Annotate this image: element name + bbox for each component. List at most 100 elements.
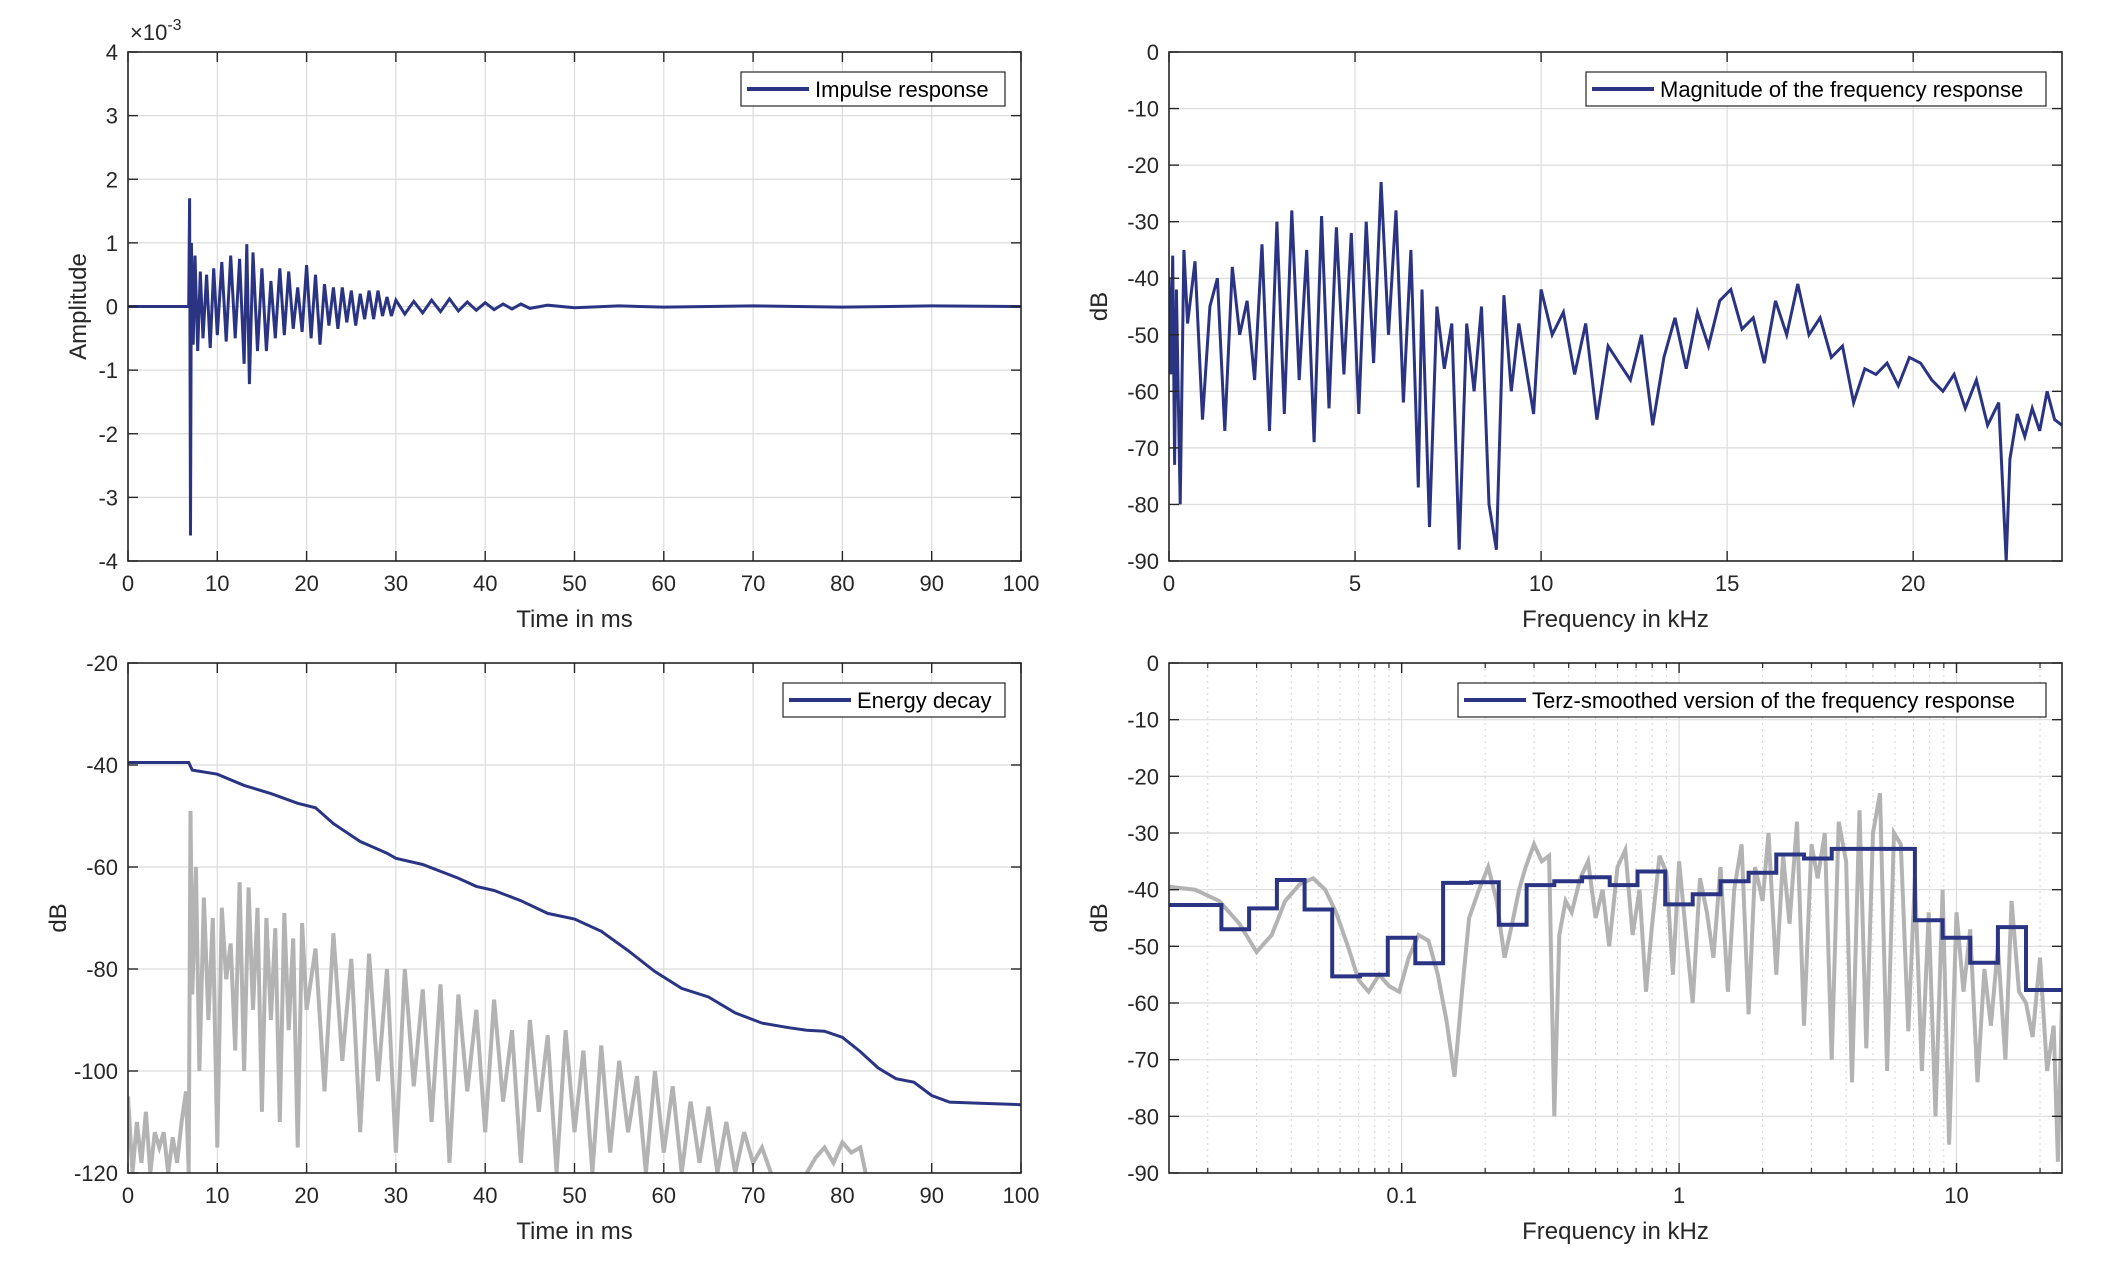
x-tick-label: 15 (1715, 571, 1739, 596)
plot-area (1169, 792, 2062, 1162)
x-tick-label: 50 (562, 1183, 586, 1208)
x-tick-label: 20 (294, 571, 318, 596)
x-tick-label: 10 (205, 571, 229, 596)
y-tick-label: -80 (1127, 1104, 1159, 1129)
y-tick-label: -10 (1127, 708, 1159, 733)
y-tick-label: 4 (106, 40, 118, 65)
y-tick-label: -4 (98, 549, 118, 574)
gray-series-line (804, 1138, 868, 1173)
tick-marks (1168, 51, 2062, 562)
x-tick-label: 30 (384, 1183, 408, 1208)
y-tick-label: 0 (1147, 40, 1159, 65)
axes-frame (1168, 662, 2063, 1174)
y-tick-label: 2 (106, 167, 118, 192)
series-line-impulse (128, 198, 1021, 536)
y-tick-labels: -4 -3 -2 -1 0 1 2 3 4 (98, 40, 118, 574)
x-tick-label: 1 (1673, 1183, 1685, 1208)
y-tick-label: -50 (1127, 323, 1159, 348)
y-tick-label: -20 (86, 651, 118, 676)
x-tick-label: 10 (205, 1183, 229, 1208)
y-tick-label: -60 (86, 855, 118, 880)
impulse-response-axes: 0 10 20 30 40 50 60 70 80 90 100 -4 -3 -2 -1 0 1 2 3 4 Tim… (65, 17, 1039, 633)
x-tick-label: 90 (919, 1183, 943, 1208)
x-tick-label: 50 (562, 571, 586, 596)
y-tick-labels: -90 -80 -70 -60 -50 -40 -30 -20 -10 0 (1127, 651, 1159, 1186)
x-tick-label: 40 (473, 1183, 497, 1208)
x-tick-label: 100 (1003, 1183, 1040, 1208)
plot-area (128, 198, 1021, 536)
legend[interactable]: Terz-smoothed version of the frequency r… (1457, 682, 2047, 718)
series-line-terz (1169, 846, 2062, 992)
plot-area (128, 761, 1021, 1173)
y-axis-label: dB (1086, 292, 1113, 321)
y-tick-label: -90 (1127, 1161, 1159, 1186)
y-tick-label: -20 (1127, 153, 1159, 178)
y-tick-label: 3 (106, 104, 118, 129)
x-tick-labels: 0 5 10 15 20 (1163, 571, 1926, 596)
x-tick-labels: 0 10 20 30 40 50 60 70 80 90 100 (122, 571, 1039, 596)
y-tick-label: -70 (1127, 1048, 1159, 1073)
y-tick-label: 0 (1147, 651, 1159, 676)
x-tick-label: 5 (1349, 571, 1361, 596)
x-tick-label: 10 (1529, 571, 1553, 596)
x-axis-label: Time in ms (516, 606, 632, 633)
x-tick-label: 100 (1003, 571, 1040, 596)
x-tick-label: 0 (122, 1183, 134, 1208)
x-tick-label: 0.1 (1386, 1183, 1417, 1208)
series-line-energy (128, 761, 1021, 1107)
y-exponent-label: ×10-3 (130, 17, 182, 45)
x-tick-label: 60 (652, 1183, 676, 1208)
y-tick-label: -40 (86, 753, 118, 778)
y-tick-label: -60 (1127, 379, 1159, 404)
plot-area (1169, 182, 2062, 561)
exponent-base: ×10 (130, 20, 167, 45)
legend-label: Magnitude of the frequency response (1660, 77, 2023, 102)
y-axis-label: dB (45, 903, 72, 932)
x-tick-label: 10 (1944, 1183, 1968, 1208)
y-tick-label: -100 (74, 1059, 118, 1084)
y-tick-label: -60 (1127, 991, 1159, 1016)
y-tick-label: -120 (74, 1161, 118, 1186)
y-tick-label: 0 (106, 295, 118, 320)
legend[interactable]: Impulse response (740, 71, 1006, 107)
y-tick-label: -3 (98, 485, 118, 510)
x-axis-label: Frequency in kHz (1522, 606, 1709, 633)
tick-marks (127, 51, 1022, 562)
legend-box (1457, 682, 2047, 718)
y-tick-label: -10 (1127, 97, 1159, 122)
x-tick-labels: 0 10 20 30 40 50 60 70 80 90 100 (122, 1183, 1039, 1208)
x-tick-label: 40 (473, 571, 497, 596)
y-tick-label: -30 (1127, 210, 1159, 235)
energy-decay-axes: 0 10 20 30 40 50 60 70 80 90 100 -120 -100 -80 -60 -40… (45, 651, 1039, 1245)
x-tick-label: 0 (1163, 571, 1175, 596)
legend-label: Terz-smoothed version of the frequency r… (1532, 688, 2015, 713)
x-axis-label: Time in ms (516, 1218, 632, 1245)
magnitude-axes: 0 5 10 15 20 -90 -80 -70 -60 -50 -40 -30 -20 -10 0 Fr… (1086, 40, 2063, 633)
y-tick-label: -50 (1127, 934, 1159, 959)
y-tick-label: -1 (98, 358, 118, 383)
exponent-power: -3 (167, 17, 181, 34)
x-tick-labels: 0.1 1 10 (1386, 1183, 1968, 1208)
y-tick-label: -40 (1127, 266, 1159, 291)
x-axis-label: Frequency in kHz (1522, 1218, 1709, 1245)
x-tick-label: 20 (1901, 571, 1925, 596)
y-tick-label: -70 (1127, 436, 1159, 461)
tick-marks (127, 662, 1022, 1174)
y-tick-label: -20 (1127, 764, 1159, 789)
y-tick-label: -90 (1127, 549, 1159, 574)
legend-label: Energy decay (857, 688, 992, 713)
y-tick-label: 1 (106, 231, 118, 256)
x-tick-label: 70 (741, 1183, 765, 1208)
x-tick-label: 60 (652, 571, 676, 596)
x-tick-label: 30 (384, 571, 408, 596)
x-tick-label: 80 (830, 571, 854, 596)
legend-label: Impulse response (815, 77, 989, 102)
x-tick-label: 80 (830, 1183, 854, 1208)
axes-frame (1168, 51, 2063, 562)
x-tick-label: 70 (741, 571, 765, 596)
legend[interactable]: Energy decay (782, 682, 1006, 718)
legend[interactable]: Magnitude of the frequency response (1585, 71, 2047, 107)
y-axis-label: Amplitude (65, 253, 92, 360)
legend-box (1585, 71, 2047, 107)
